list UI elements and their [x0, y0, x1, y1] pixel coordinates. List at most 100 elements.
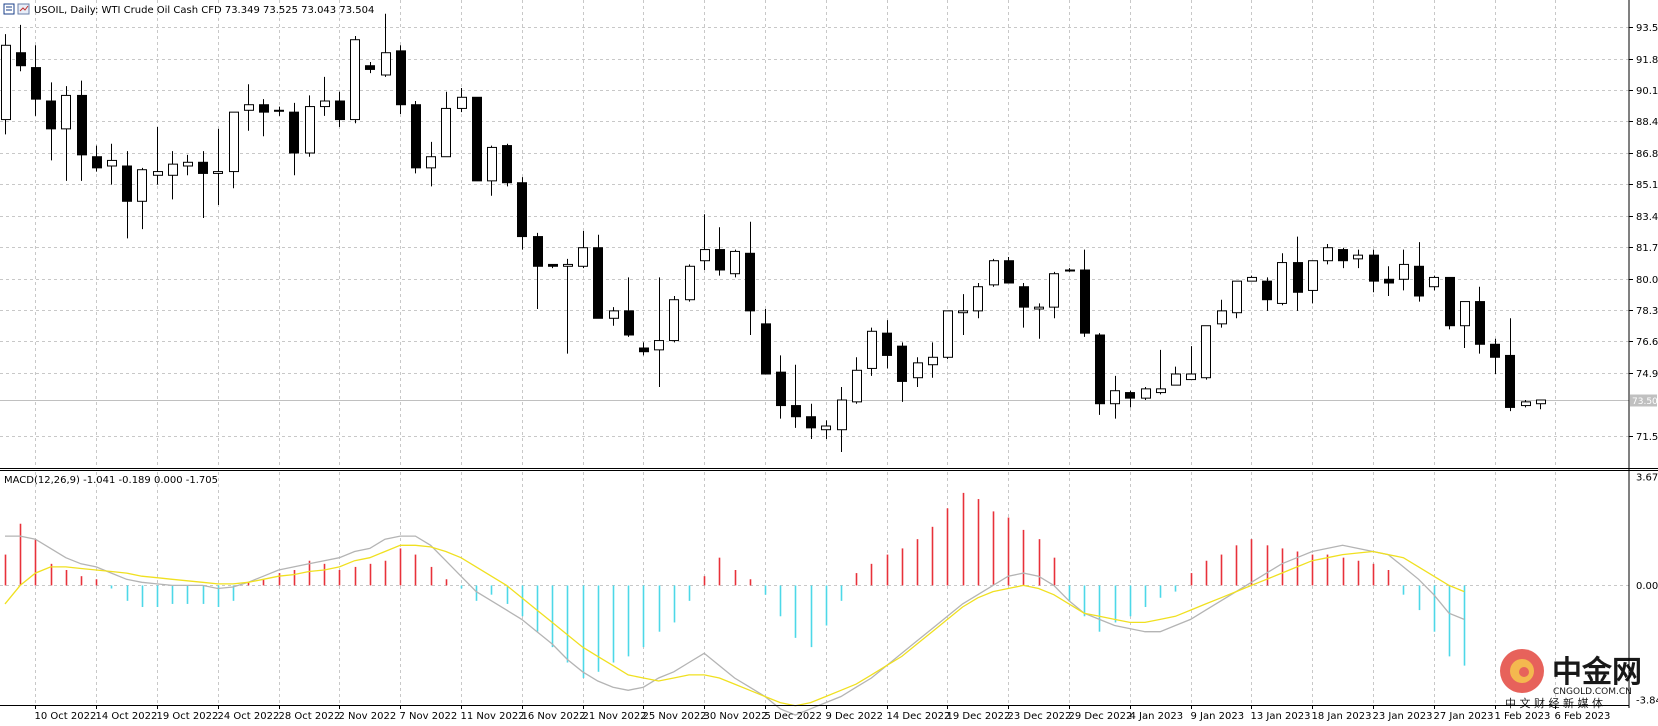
candle-body [1110, 390, 1120, 405]
price-tick-label: 76.655 [1636, 337, 1658, 348]
candle-body [198, 161, 208, 174]
candle-body [745, 252, 755, 312]
time-tick-label: 29 Dec 2022 [1069, 711, 1133, 722]
candle-body [1429, 276, 1439, 288]
candle-body [305, 106, 315, 154]
time-tick-label: 11 Nov 2022 [461, 711, 525, 722]
price-tick-label: 74.963 [1636, 369, 1658, 380]
candle-body [289, 111, 299, 154]
time-tick-label: 6 Feb 2023 [1555, 711, 1611, 722]
candle-body [1247, 276, 1257, 282]
candle-body [365, 65, 375, 70]
window-icon[interactable] [3, 3, 15, 15]
candle-body [1460, 301, 1470, 327]
candle-body [928, 356, 938, 366]
macd-chart [4, 492, 1466, 716]
candle-body [776, 371, 786, 407]
time-tick-label: 30 Nov 2022 [704, 711, 768, 722]
candle-body [31, 67, 41, 100]
price-tick-label: 83.423 [1636, 212, 1658, 223]
chart-title: USOIL, Daily: WTI Crude Oil Cash CFD 73.… [34, 5, 374, 16]
candle-body [381, 52, 391, 76]
candle-body [1262, 280, 1272, 301]
price-tick-label: 78.347 [1636, 306, 1658, 317]
candle-body [1080, 269, 1090, 334]
candle-body [548, 263, 558, 267]
candle-body [1217, 310, 1227, 325]
price-tick-label: 88.499 [1636, 117, 1658, 128]
candle-body [1475, 301, 1485, 345]
candle-body [715, 249, 725, 271]
candle-body [77, 94, 87, 156]
macd-title: MACD(12,26,9) -1.041 -0.189 0.000 -1.705 [4, 475, 218, 486]
candle-body [1004, 260, 1014, 284]
candle-body [396, 50, 406, 106]
candle-body [837, 399, 847, 431]
time-tick-label: 23 Dec 2022 [1008, 711, 1072, 722]
time-tick-label: 13 Jan 2023 [1251, 711, 1311, 722]
signal-line [4, 544, 1465, 707]
candle-body [1384, 278, 1394, 284]
candle-body [1293, 262, 1303, 293]
candle-body [563, 263, 573, 267]
price-tick-label: 93.575 [1636, 23, 1658, 34]
current-price-tag [1630, 394, 1657, 407]
time-tick-label: 25 Nov 2022 [643, 711, 707, 722]
watermark-logo-core [1519, 667, 1529, 677]
candle-body [867, 330, 877, 369]
candle-body [1323, 247, 1333, 262]
candle-body [639, 347, 649, 353]
candle-body [533, 236, 543, 267]
candle-body [578, 247, 588, 267]
candle-body [441, 107, 451, 158]
candle-body [806, 416, 816, 429]
candle-body [1186, 373, 1196, 381]
symbol-icon-line [19, 5, 29, 12]
candle-body [320, 100, 330, 108]
watermark: 中金网 CNGOLD.COM.CN 中 文 财 经 新 媒 体 [1500, 649, 1642, 710]
price-tick-label: 86.807 [1636, 149, 1658, 160]
candle-body [487, 146, 497, 182]
candle-body [274, 109, 284, 112]
candle-body [1034, 306, 1044, 310]
time-tick-label: 19 Dec 2022 [947, 711, 1011, 722]
time-tick-label: 28 Oct 2022 [279, 711, 341, 722]
candle-body [943, 310, 953, 358]
time-tick-label: 23 Jan 2023 [1373, 711, 1433, 722]
candle-body [1399, 263, 1409, 280]
candle-body [852, 369, 862, 403]
candle-body [1277, 262, 1287, 304]
candle-body [61, 94, 71, 130]
candle-body [259, 104, 269, 113]
candle-body [168, 163, 178, 176]
price-tick-label: 91.883 [1636, 55, 1658, 66]
time-tick-label: 9 Jan 2023 [1191, 711, 1245, 722]
time-tick-label: 21 Nov 2022 [583, 711, 647, 722]
candle-body [244, 104, 254, 111]
price-tick-label: 80.039 [1636, 275, 1658, 286]
time-tick-label: 27 Jan 2023 [1434, 711, 1494, 722]
candle-body [229, 111, 239, 173]
time-tick-label: 14 Oct 2022 [96, 711, 158, 722]
candle-body [472, 96, 482, 182]
candle-body [730, 250, 740, 275]
candle-body [107, 159, 117, 167]
candle-body [183, 161, 193, 167]
time-tick-label: 14 Dec 2022 [887, 711, 951, 722]
price-chart [0, 13, 1629, 452]
candle-body [1125, 392, 1135, 399]
candle-body [502, 145, 512, 184]
candle-body [700, 249, 710, 262]
candle-body [973, 286, 983, 312]
candle-body [1308, 260, 1318, 291]
candle-body [791, 405, 801, 418]
candle-body [624, 310, 634, 336]
candle-body [1338, 249, 1348, 262]
time-tick-label: 4 Jan 2023 [1130, 711, 1184, 722]
candle-body [411, 104, 421, 169]
candle-body [1171, 373, 1181, 386]
candle-body [1019, 286, 1029, 308]
candle-body [122, 165, 132, 202]
candle-body [1490, 343, 1500, 358]
